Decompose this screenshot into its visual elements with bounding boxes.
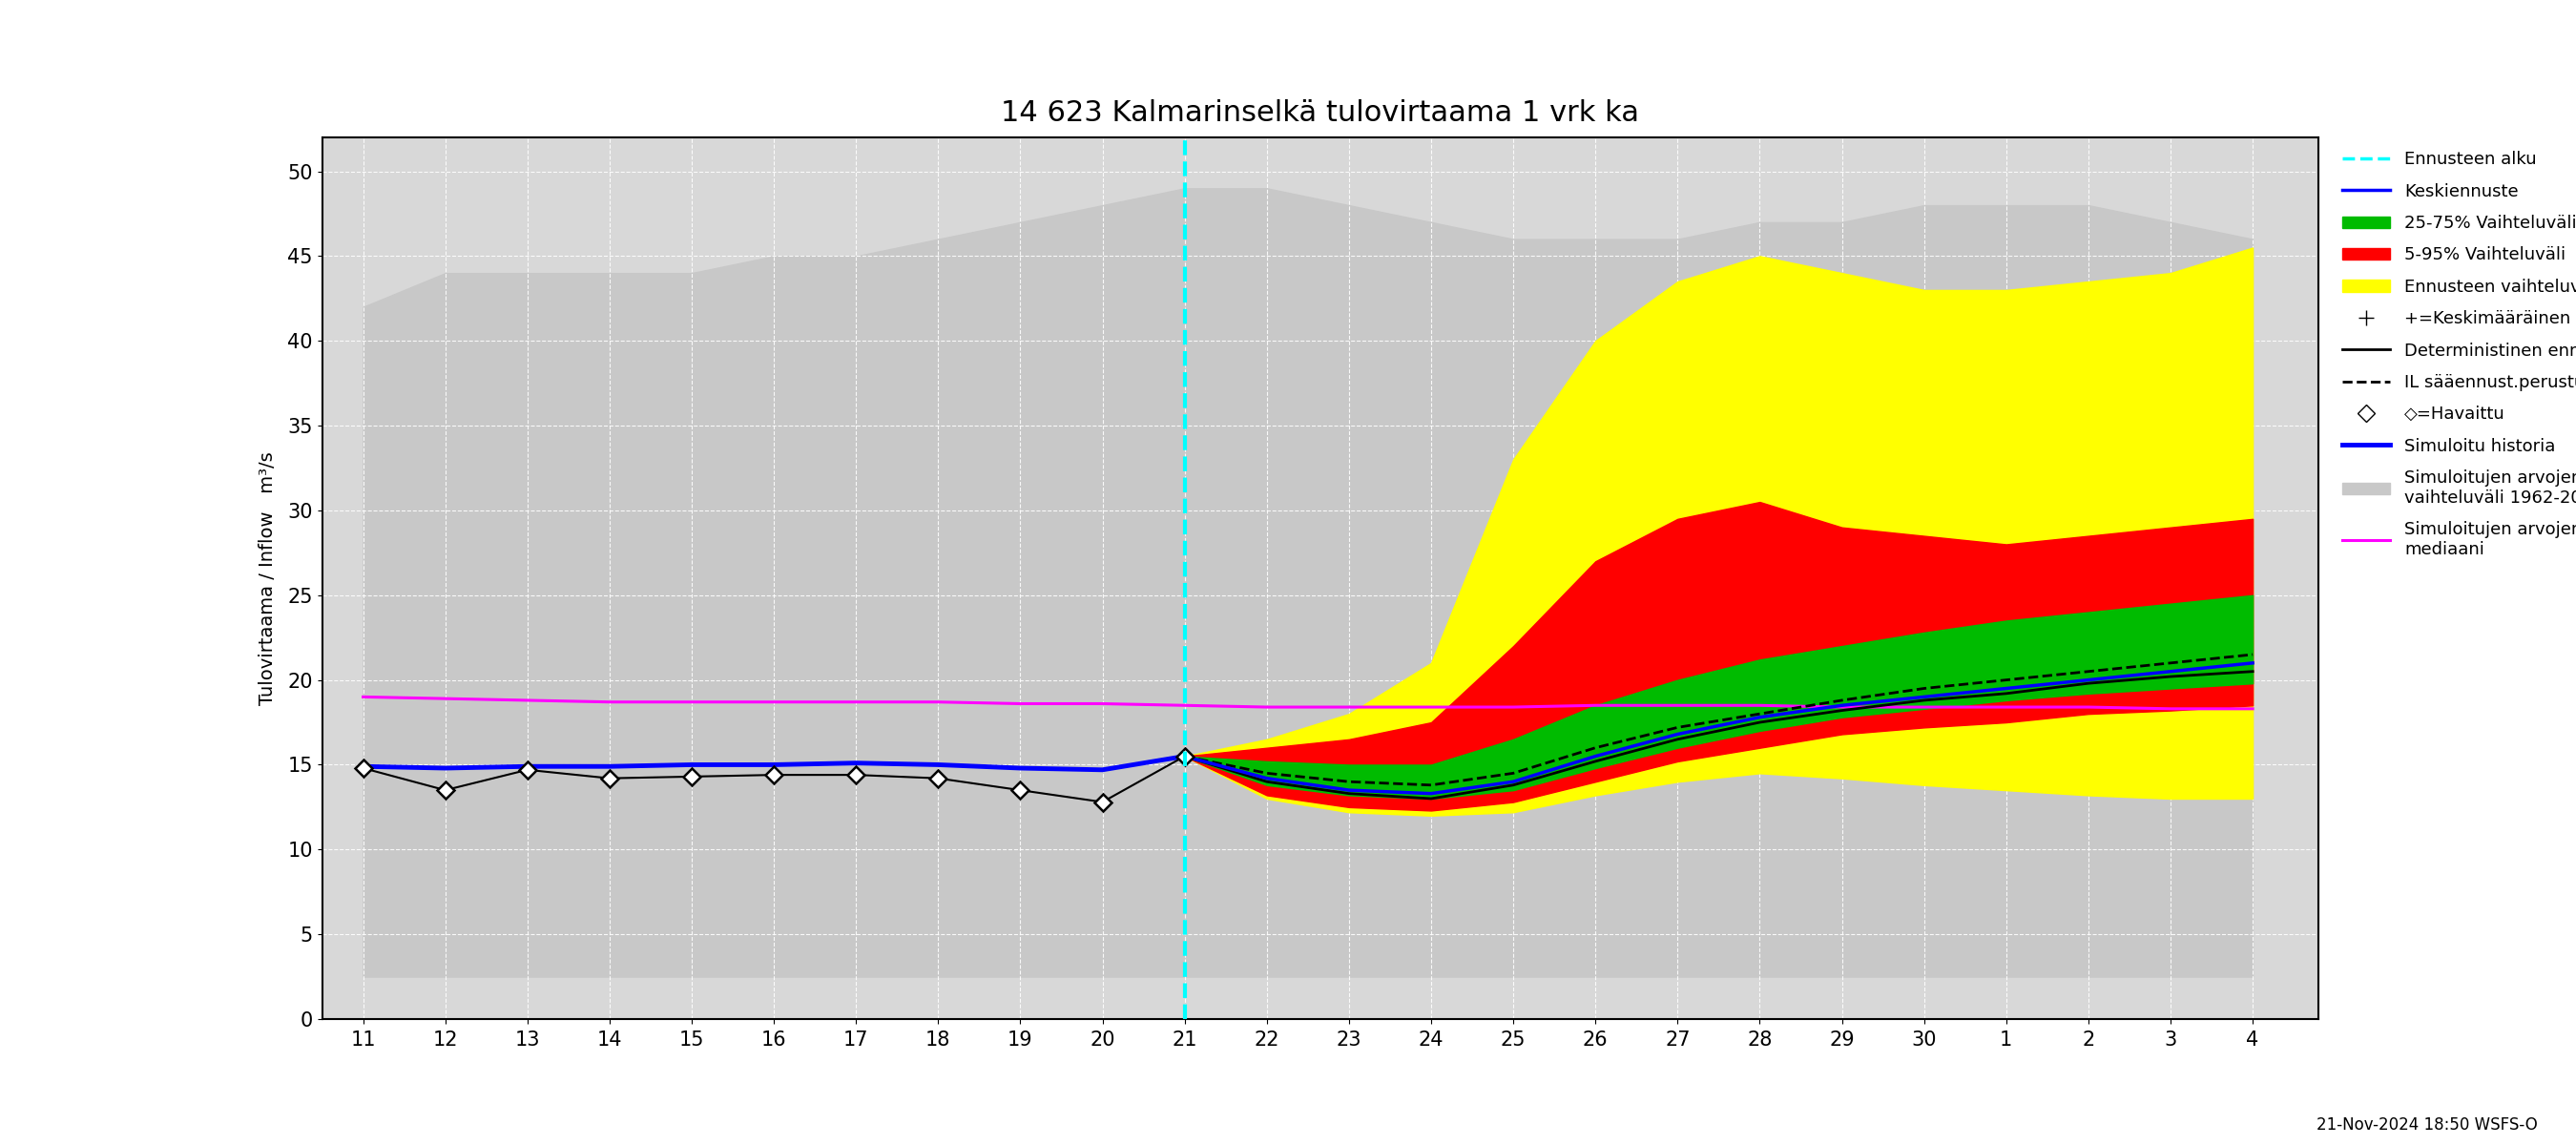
Text: 21-Nov-2024 18:50 WSFS-O: 21-Nov-2024 18:50 WSFS-O [2316, 1116, 2537, 1134]
Title: 14 623 Kalmarinselkä tulovirtaama 1 vrk ka: 14 623 Kalmarinselkä tulovirtaama 1 vrk … [1002, 100, 1638, 127]
Legend: Ennusteen alku, Keskiennuste, 25-75% Vaihteluväli, 5-95% Vaihteluväli, Ennusteen: Ennusteen alku, Keskiennuste, 25-75% Vai… [2336, 147, 2576, 563]
Y-axis label: Tulovirtaama / Inflow   m³/s: Tulovirtaama / Inflow m³/s [258, 451, 276, 705]
